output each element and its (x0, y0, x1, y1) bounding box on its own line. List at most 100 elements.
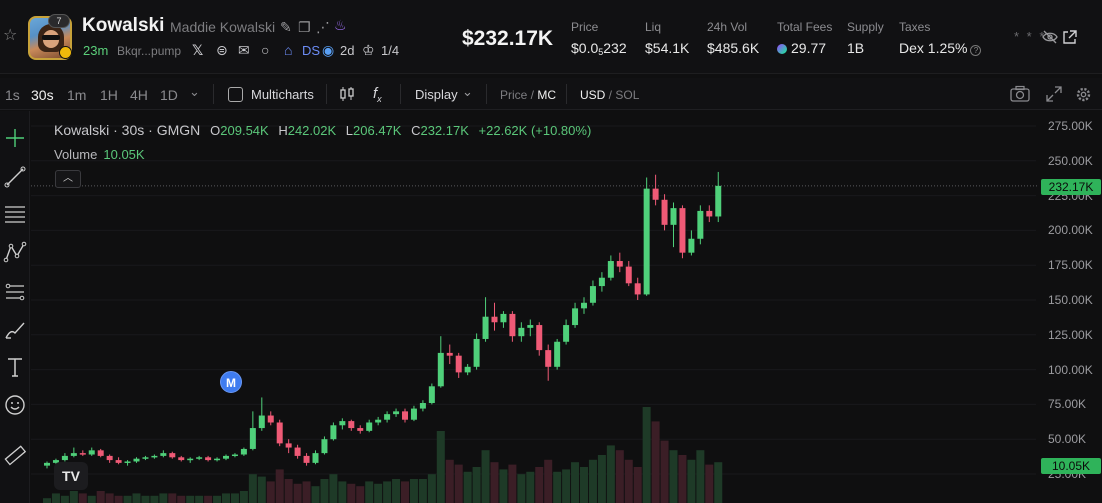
candle[interactable] (419, 400, 426, 412)
display-chevron-icon[interactable]: ⌄ (462, 84, 473, 99)
candle[interactable] (115, 457, 122, 465)
candle[interactable] (169, 451, 176, 459)
horizontal-lines-tool-icon[interactable] (3, 202, 27, 226)
price-mc-toggle[interactable]: Price / MC (500, 88, 557, 102)
candle[interactable] (715, 171, 722, 223)
copy-icon[interactable]: ❐ (298, 19, 311, 35)
candle[interactable] (196, 455, 203, 461)
fib-tool-icon[interactable] (3, 280, 27, 304)
candle[interactable] (231, 453, 238, 458)
telegram-icon[interactable]: ✉ (238, 42, 250, 58)
candle[interactable] (509, 311, 516, 342)
candle[interactable] (410, 405, 417, 422)
candle[interactable] (151, 454, 158, 459)
candle[interactable] (643, 177, 650, 296)
timeframe-1s[interactable]: 1s (5, 87, 20, 103)
candle[interactable] (527, 319, 534, 337)
candle[interactable] (706, 205, 713, 223)
candle[interactable] (366, 419, 373, 433)
timeframe-1d[interactable]: 1D (160, 87, 178, 103)
candle[interactable] (607, 255, 614, 281)
candle[interactable] (455, 352, 462, 378)
candle[interactable] (160, 450, 167, 458)
candle[interactable] (652, 174, 659, 206)
candle[interactable] (249, 411, 256, 451)
candle[interactable] (267, 411, 274, 426)
timeframe-30s[interactable]: 30s (31, 87, 54, 103)
candle[interactable] (491, 302, 498, 331)
timeframe-1h[interactable]: 1H (100, 87, 118, 103)
display-menu[interactable]: Display (415, 87, 458, 102)
ruler-tool-icon[interactable] (3, 443, 27, 467)
candle[interactable] (97, 448, 104, 458)
candle[interactable] (240, 447, 247, 456)
candle[interactable] (634, 277, 641, 300)
candle[interactable] (589, 280, 596, 306)
eye-off-icon[interactable] (1042, 30, 1058, 44)
candle[interactable] (303, 453, 310, 466)
emoji-tool-icon[interactable] (3, 393, 27, 417)
edit-icon[interactable]: ✎ (280, 19, 292, 35)
timeframe-4h[interactable]: 4H (130, 87, 148, 103)
fullscreen-icon[interactable] (1046, 86, 1062, 102)
candle[interactable] (482, 297, 489, 342)
candle[interactable] (44, 461, 50, 469)
candle[interactable] (339, 418, 346, 430)
candle[interactable] (205, 455, 212, 462)
text-tool-icon[interactable] (3, 355, 27, 379)
candle[interactable] (142, 455, 149, 461)
candle[interactable] (375, 416, 382, 426)
website-icon[interactable]: ⊜ (216, 42, 228, 58)
candle-style-icon[interactable] (339, 86, 355, 102)
candle[interactable] (357, 425, 364, 434)
tradingview-logo[interactable]: TV (54, 462, 88, 490)
candle[interactable] (625, 261, 632, 287)
candle[interactable] (330, 422, 337, 441)
help-icon[interactable]: ? (970, 45, 982, 56)
brush-tool-icon[interactable] (3, 318, 27, 342)
candle[interactable] (581, 297, 587, 314)
price-chart[interactable] (31, 111, 1102, 503)
candle[interactable] (661, 194, 668, 231)
candle[interactable] (536, 322, 543, 356)
candle[interactable] (124, 460, 131, 466)
trendline-tool-icon[interactable] (3, 165, 27, 189)
candle[interactable] (697, 205, 704, 245)
collapse-legend-button[interactable]: ︿ (55, 170, 81, 188)
candle[interactable] (670, 202, 677, 248)
candle[interactable] (214, 457, 221, 462)
settings-gear-icon[interactable] (1075, 86, 1092, 103)
favorite-star-icon[interactable]: ☆ (3, 27, 18, 44)
candle[interactable] (294, 444, 301, 459)
candle[interactable] (276, 419, 283, 447)
usd-sol-toggle[interactable]: USD / SOL (580, 88, 640, 102)
candle[interactable] (402, 408, 408, 423)
external-link-icon[interactable] (1062, 30, 1077, 45)
candle[interactable] (133, 457, 140, 463)
candle[interactable] (616, 252, 623, 273)
dex-label[interactable]: DS (302, 43, 321, 58)
share-icon[interactable]: ⋰ (316, 19, 330, 35)
candle[interactable] (393, 408, 400, 417)
timeframe-1m[interactable]: 1m (67, 87, 87, 103)
candle[interactable] (312, 450, 319, 465)
candle[interactable] (348, 419, 355, 431)
candle[interactable] (545, 344, 552, 381)
migration-marker[interactable]: M (220, 371, 242, 393)
candle[interactable] (554, 338, 561, 370)
candle[interactable] (688, 230, 695, 256)
camera-icon[interactable] (1010, 85, 1030, 103)
holders-count[interactable]: 1/4 (381, 43, 400, 58)
candle[interactable] (437, 336, 444, 388)
candle[interactable] (106, 454, 113, 463)
candle[interactable] (446, 344, 453, 365)
candle[interactable] (500, 311, 507, 328)
candle[interactable] (384, 411, 391, 423)
search-icon[interactable]: ○ (261, 42, 270, 58)
candle[interactable] (178, 455, 185, 462)
candle[interactable] (572, 302, 579, 328)
candle[interactable] (258, 397, 265, 431)
candle[interactable] (187, 457, 194, 463)
candle[interactable] (88, 447, 95, 456)
candle[interactable] (518, 322, 525, 342)
